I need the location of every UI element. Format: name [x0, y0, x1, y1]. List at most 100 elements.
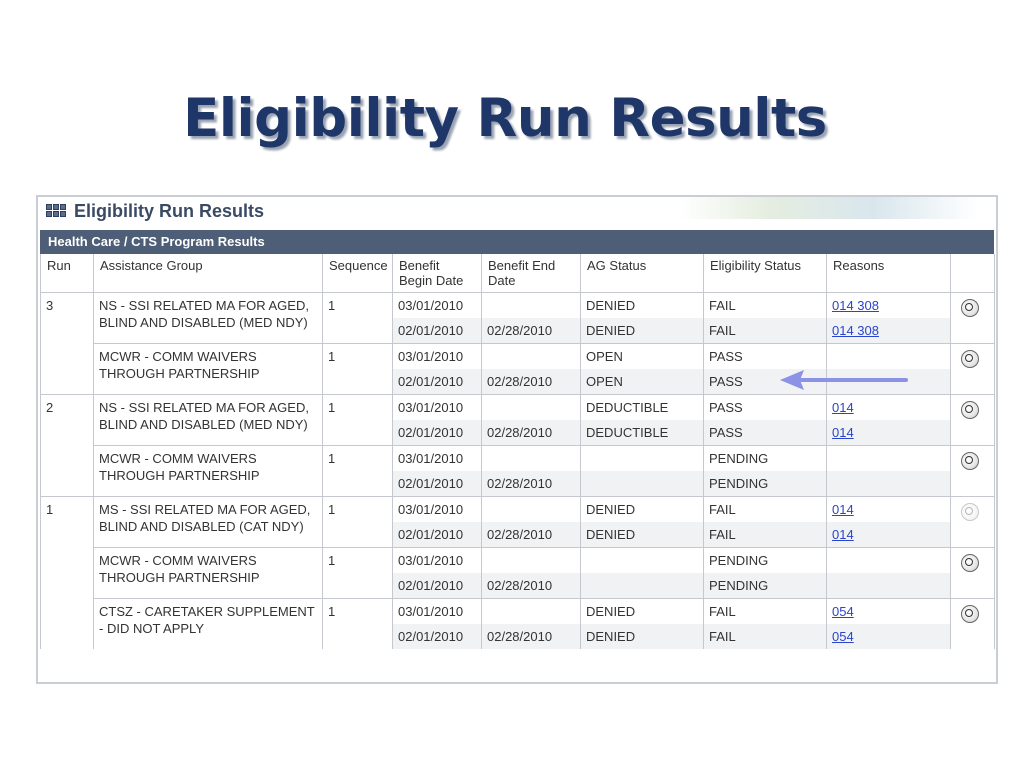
benefit-begin-date: 03/01/2010: [392, 445, 482, 471]
eligibility-status: PENDING: [703, 471, 827, 497]
reasons-cell: 014: [826, 496, 951, 522]
eligibility-status: FAIL: [703, 318, 827, 344]
reasons-cell: [826, 445, 951, 471]
results-table: Run Assistance Group Sequence Benefit Be…: [40, 254, 995, 649]
run-number: 3: [40, 292, 94, 344]
ag-status: DEDUCTIBLE: [580, 394, 704, 420]
action-cell: [950, 496, 995, 548]
panel-header: Eligibility Run Results: [38, 197, 996, 230]
ag-status: DENIED: [580, 496, 704, 522]
sequence: 1: [322, 598, 393, 649]
table-row: MCWR - COMM WAIVERS THROUGH PARTNERSHIP 1…: [40, 445, 995, 497]
action-cell: [950, 445, 995, 497]
magnifier-icon[interactable]: [961, 401, 979, 419]
benefit-begin-date: 03/01/2010: [392, 292, 482, 318]
assistance-group: MCWR - COMM WAIVERS THROUGH PARTNERSHIP: [93, 445, 323, 497]
benefit-end-date: [481, 547, 581, 573]
reason-link[interactable]: 014: [832, 502, 854, 517]
table-row: 02/01/2010 02/28/2010 DENIED FAIL 014: [41, 522, 995, 548]
eligibility-status: PASS: [703, 420, 827, 446]
benefit-begin-date: 02/01/2010: [392, 522, 482, 548]
ag-status: DENIED: [580, 318, 704, 344]
magnifier-icon[interactable]: [961, 554, 979, 572]
table-row: MCWR - COMM WAIVERS THROUGH PARTNERSHIP 1…: [40, 343, 995, 395]
benefit-end-date: 02/28/2010: [481, 471, 581, 497]
col-benefit-begin: Benefit Begin Date: [392, 254, 482, 293]
sequence: 1: [322, 547, 393, 599]
benefit-begin-date: 03/01/2010: [392, 496, 482, 522]
ag-status: DENIED: [580, 522, 704, 548]
reasons-cell: 014: [826, 420, 951, 446]
reasons-cell: [826, 343, 951, 369]
ag-status: DENIED: [580, 292, 704, 318]
run-number: [40, 547, 94, 599]
ag-status: DENIED: [580, 624, 704, 649]
eligibility-status: FAIL: [703, 522, 827, 548]
magnifier-icon[interactable]: [961, 452, 979, 470]
reason-link[interactable]: 014 308: [832, 323, 879, 338]
slide-title: Eligibility Run Results: [183, 88, 827, 149]
eligibility-status: PENDING: [703, 547, 827, 573]
assistance-group: MS - SSI RELATED MA FOR AGED, BLIND AND …: [93, 496, 323, 548]
col-benefit-end: Benefit End Date: [481, 254, 581, 293]
benefit-end-date: 02/28/2010: [481, 318, 581, 344]
magnifier-icon[interactable]: [961, 350, 979, 368]
reasons-cell: 014: [826, 522, 951, 548]
benefit-end-date: [481, 292, 581, 318]
ag-status: [580, 547, 704, 573]
section-header: Health Care / CTS Program Results: [40, 230, 994, 254]
ag-status: OPEN: [580, 343, 704, 369]
benefit-end-date: 02/28/2010: [481, 624, 581, 649]
eligibility-status: PASS: [703, 394, 827, 420]
benefit-begin-date: 02/01/2010: [392, 471, 482, 497]
reason-link[interactable]: 014: [832, 527, 854, 542]
run-number: 2: [40, 394, 94, 446]
action-cell: [950, 598, 995, 649]
eligibility-status: FAIL: [703, 624, 827, 649]
reasons-cell: 014 308: [826, 292, 951, 318]
benefit-end-date: 02/28/2010: [481, 369, 581, 395]
reason-link[interactable]: 054: [832, 604, 854, 619]
col-sequence: Sequence: [322, 254, 393, 293]
magnifier-icon: [961, 503, 979, 521]
run-number: [40, 598, 94, 649]
col-reasons: Reasons: [826, 254, 951, 293]
reasons-cell: 014: [826, 394, 951, 420]
benefit-end-date: [481, 445, 581, 471]
reason-link[interactable]: 014: [832, 400, 854, 415]
reasons-cell: [826, 471, 951, 497]
benefit-begin-date: 02/01/2010: [392, 318, 482, 344]
sequence: 1: [322, 394, 393, 446]
benefit-end-date: [481, 394, 581, 420]
table-body: 3 NS - SSI RELATED MA FOR AGED, BLIND AND…: [40, 292, 995, 649]
sequence: 1: [322, 445, 393, 497]
ag-status: OPEN: [580, 369, 704, 395]
reason-link[interactable]: 014: [832, 425, 854, 440]
table-row: CTSZ - CARETAKER SUPPLEMENT - DID NOT AP…: [40, 598, 995, 649]
assistance-group: MCWR - COMM WAIVERS THROUGH PARTNERSHIP: [93, 547, 323, 599]
table-row: 02/01/2010 02/28/2010 DENIED FAIL 014 308: [41, 318, 995, 344]
benefit-begin-date: 03/01/2010: [392, 394, 482, 420]
table-row: 1 MS - SSI RELATED MA FOR AGED, BLIND AND…: [40, 496, 995, 548]
ag-status: [580, 573, 704, 599]
reason-link[interactable]: 014 308: [832, 298, 879, 313]
magnifier-icon[interactable]: [961, 605, 979, 623]
reason-link[interactable]: 054: [832, 629, 854, 644]
benefit-end-date: [481, 343, 581, 369]
benefit-end-date: [481, 598, 581, 624]
table-row: 02/01/2010 02/28/2010 PENDING: [41, 573, 995, 599]
magnifier-icon[interactable]: [961, 299, 979, 317]
benefit-begin-date: 02/01/2010: [392, 624, 482, 649]
eligibility-status: FAIL: [703, 598, 827, 624]
col-actions: [950, 254, 995, 293]
col-ag-status: AG Status: [580, 254, 704, 293]
benefit-end-date: 02/28/2010: [481, 573, 581, 599]
sequence: 1: [322, 343, 393, 395]
action-cell: [950, 547, 995, 599]
action-cell: [950, 343, 995, 395]
benefit-begin-date: 03/01/2010: [392, 343, 482, 369]
ag-status: DENIED: [580, 598, 704, 624]
sequence: 1: [322, 292, 393, 344]
benefit-end-date: 02/28/2010: [481, 420, 581, 446]
benefit-end-date: 02/28/2010: [481, 522, 581, 548]
